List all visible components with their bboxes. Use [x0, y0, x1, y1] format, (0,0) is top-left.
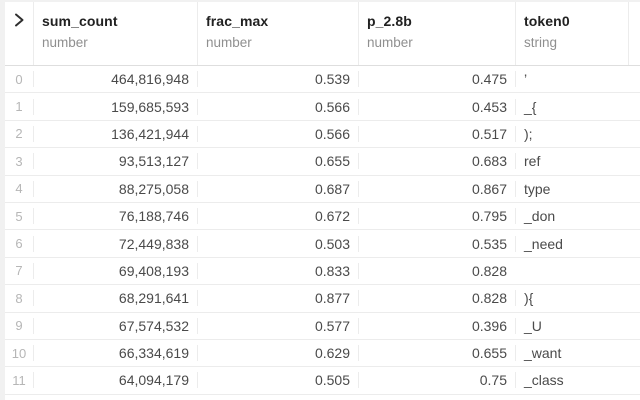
table-row: 9 67,574,532 0.577 0.396 _U: [5, 312, 640, 340]
table-row: 3 93,513,127 0.655 0.683 ref: [5, 148, 640, 176]
column-type-label: number: [42, 35, 88, 50]
row-index: 5: [15, 208, 23, 224]
cell-sum_count: 68,291,641: [33, 290, 197, 307]
table-row: 2 136,421,944 0.566 0.517);: [5, 120, 640, 149]
cell-frac_max: 0.505: [197, 372, 358, 389]
cell-frac_max: 0.539: [197, 71, 358, 88]
cell-sum_count: 93,513,127: [33, 153, 197, 170]
cell-p_2.8b: 0.795: [358, 208, 515, 225]
cell-p_2.8b: 0.683: [358, 153, 515, 170]
table-row: 6 72,449,838 0.503 0.535 _need: [5, 230, 640, 258]
table-row: 1 159,685,593 0.566 0.453 _{: [5, 93, 640, 121]
cell-sum_count: 64,094,179: [33, 372, 197, 389]
data-table: sum_count number frac_max number p_2.8b …: [5, 2, 640, 400]
cell-token0: ref: [515, 153, 628, 170]
row-index: 6: [15, 236, 23, 252]
row-index: 0: [15, 71, 23, 87]
row-index: 8: [15, 290, 23, 306]
cell-token0: _don: [515, 208, 628, 225]
cell-p_2.8b: 0.828: [358, 262, 515, 279]
cell-sum_count: 67,574,532: [33, 317, 197, 334]
cell-frac_max: 0.566: [197, 125, 358, 142]
cell-token0: _want: [515, 345, 628, 362]
cell-frac_max: 0.655: [197, 153, 358, 170]
cell-token0: type: [515, 180, 628, 197]
cell-token0: );: [515, 125, 628, 142]
table-row: 7 69,408,193 0.833 0.828: [5, 257, 640, 286]
row-index: 2: [15, 126, 23, 142]
cell-frac_max: 0.672: [197, 208, 358, 225]
clipped-table-row: [5, 394, 640, 400]
column-type-label: number: [367, 35, 413, 50]
cell-p_2.8b: 0.828: [358, 290, 515, 307]
cell-sum_count: 88,275,058: [33, 180, 197, 197]
cell-sum_count: 136,421,944: [33, 125, 197, 142]
cell-p_2.8b: 0.535: [358, 235, 515, 252]
cell-frac_max: 0.877: [197, 290, 358, 307]
table-row: 8 68,291,641 0.877 0.828){: [5, 285, 640, 313]
column-name: p_2.8b: [367, 13, 412, 29]
expander-cell: [5, 2, 33, 65]
cell-sum_count: 69,408,193: [33, 262, 197, 279]
row-index: 11: [12, 372, 26, 388]
table-row: 0 464,816,948 0.539 0.475’: [5, 66, 640, 94]
clipped-column-header: [628, 2, 640, 65]
cell-token0: ){: [515, 290, 628, 307]
cell-frac_max: 0.503: [197, 235, 358, 252]
column-header-frac_max[interactable]: frac_max number: [197, 2, 358, 65]
cell-p_2.8b: 0.475: [358, 71, 515, 88]
cell-p_2.8b: 0.75: [358, 372, 515, 389]
cell-token0: _{: [515, 98, 628, 115]
table-row: 4 88,275,058 0.687 0.867 type: [5, 175, 640, 203]
row-index: 1: [15, 99, 23, 115]
column-type-label: string: [524, 35, 558, 50]
table-body: 0 464,816,948 0.539 0.475’ 1 159,685,593 0.566…: [5, 66, 640, 400]
row-index: 7: [15, 263, 23, 279]
cell-token0: ’: [515, 71, 628, 88]
column-name: sum_count: [42, 13, 118, 29]
cell-frac_max: 0.566: [197, 98, 358, 115]
row-index: 4: [15, 181, 23, 197]
cell-sum_count: 72,449,838: [33, 235, 197, 252]
cell-frac_max: 0.629: [197, 345, 358, 362]
cell-p_2.8b: 0.396: [358, 317, 515, 334]
cell-frac_max: 0.687: [197, 180, 358, 197]
cell-sum_count: 76,188,746: [33, 208, 197, 225]
column-header-p_2.8b[interactable]: p_2.8b number: [358, 2, 515, 65]
cell-p_2.8b: 0.867: [358, 180, 515, 197]
column-name: frac_max: [206, 13, 269, 29]
table-header-row: sum_count number frac_max number p_2.8b …: [5, 2, 640, 66]
cell-sum_count: 464,816,948: [33, 71, 197, 88]
cell-sum_count: 159,685,593: [33, 98, 197, 115]
cell-token0: _need: [515, 235, 628, 252]
cell-token0: _class: [515, 372, 628, 389]
cell-frac_max: 0.577: [197, 317, 358, 334]
cell-p_2.8b: 0.655: [358, 345, 515, 362]
column-header-sum_count[interactable]: sum_count number: [33, 2, 197, 65]
column-name: token0: [524, 13, 570, 29]
row-index: 3: [15, 153, 23, 169]
row-index: 10: [11, 345, 27, 361]
cell-sum_count: 66,334,619: [33, 345, 197, 362]
table-row: 11 64,094,179 0.505 0.75 _class: [5, 367, 640, 395]
row-index: 9: [15, 318, 23, 334]
cell-frac_max: 0.833: [197, 262, 358, 279]
cell-p_2.8b: 0.517: [358, 125, 515, 142]
cell-p_2.8b: 0.453: [358, 98, 515, 115]
table-row: 5 76,188,746 0.672 0.795 _don: [5, 202, 640, 231]
column-header-token0[interactable]: token0 string: [515, 2, 628, 65]
chevron-right-icon[interactable]: [10, 11, 28, 29]
cell-token0: _U: [515, 317, 628, 334]
column-type-label: number: [206, 35, 252, 50]
table-row: 10 66,334,619 0.629 0.655 _want: [5, 339, 640, 368]
